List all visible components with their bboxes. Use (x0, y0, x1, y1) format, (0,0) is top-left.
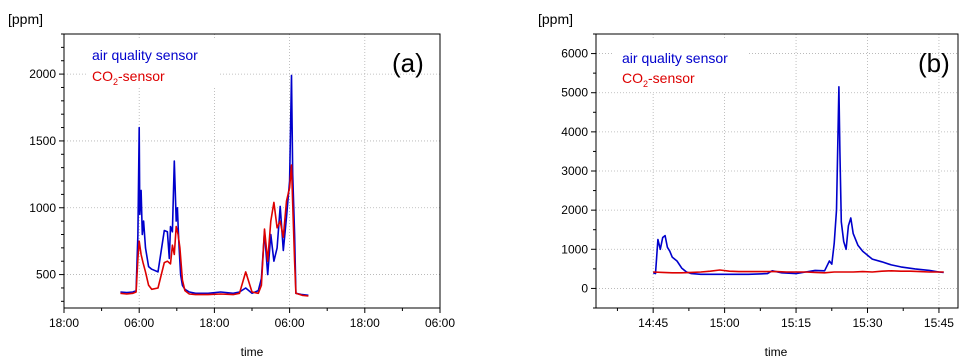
x-tick-label: 06:00 (425, 316, 455, 330)
x-axis-label-b: time (765, 345, 788, 359)
panel-tag-b: (b) (918, 48, 950, 78)
legend-background-a (86, 38, 220, 88)
y-tick-label: 500 (36, 268, 56, 282)
series-line-co2 (653, 269, 944, 274)
x-tick-label: 06:00 (124, 316, 154, 330)
y-tick-label: 1000 (29, 201, 56, 215)
y-tick-label: 5000 (561, 86, 588, 100)
series-line-air-quality (652, 86, 944, 276)
series-lines-b (652, 86, 944, 276)
axis-ticks-a: 18:00 06:00 18:00 06:00 18:00 06:00 500 1000 150… (29, 33, 455, 330)
chart-panel-b: [ppm] time 14:45 15:00 15:15 15:30 15:45 0 100… (538, 11, 959, 359)
y-tick-label: 2000 (561, 203, 588, 217)
panel-tag-a: (a) (392, 48, 424, 78)
y-axis-unit-label-a: [ppm] (8, 11, 43, 27)
x-tick-label: 14:45 (638, 316, 668, 330)
legend-co2-suffix-a: -sensor (118, 68, 165, 84)
y-tick-label: 6000 (561, 47, 588, 61)
x-tick-label: 18:00 (49, 316, 79, 330)
legend-co2-prefix-b: CO (622, 70, 643, 86)
x-tick-label: 15:15 (781, 316, 811, 330)
legend-co2-suffix-b: -sensor (648, 70, 695, 86)
y-tick-label: 0 (581, 281, 588, 295)
legend-entry-co2-b: CO2-sensor (622, 70, 695, 89)
x-axis-label-a: time (241, 345, 264, 359)
legend-entry-co2-a: CO2-sensor (92, 68, 165, 87)
y-tick-label: 3000 (561, 164, 588, 178)
y-tick-label: 1000 (561, 242, 588, 256)
series-line-co2 (120, 164, 309, 297)
series-lines-a (120, 74, 309, 297)
legend-a: air quality sensor CO2-sensor (86, 38, 220, 88)
legend-co2-subscript-a: 2 (113, 77, 118, 87)
chart-panel-a: [ppm] time 18:00 06:00 18:00 06:00 18:00 06:0… (8, 11, 455, 359)
y-tick-label: 2000 (29, 67, 56, 81)
y-tick-label: 4000 (561, 125, 588, 139)
y-tick-label: 1500 (29, 134, 56, 148)
x-tick-label: 15:00 (710, 316, 740, 330)
x-tick-label: 15:30 (852, 316, 882, 330)
x-tick-label: 18:00 (350, 316, 380, 330)
x-tick-label: 15:45 (924, 316, 954, 330)
legend-co2-subscript-b: 2 (643, 79, 648, 89)
legend-background-b (614, 38, 748, 92)
x-tick-label: 06:00 (275, 316, 305, 330)
x-tick-label: 18:00 (199, 316, 229, 330)
legend-co2-prefix-a: CO (92, 68, 113, 84)
legend-entry-air-quality-b: air quality sensor (622, 50, 728, 66)
legend-b: air quality sensor CO2-sensor (614, 38, 748, 92)
axis-ticks-b: 14:45 15:00 15:15 15:30 15:45 0 1000 2000 3000 40… (561, 33, 954, 330)
legend-entry-air-quality-a: air quality sensor (92, 47, 198, 63)
y-axis-unit-label-b: [ppm] (538, 11, 573, 27)
